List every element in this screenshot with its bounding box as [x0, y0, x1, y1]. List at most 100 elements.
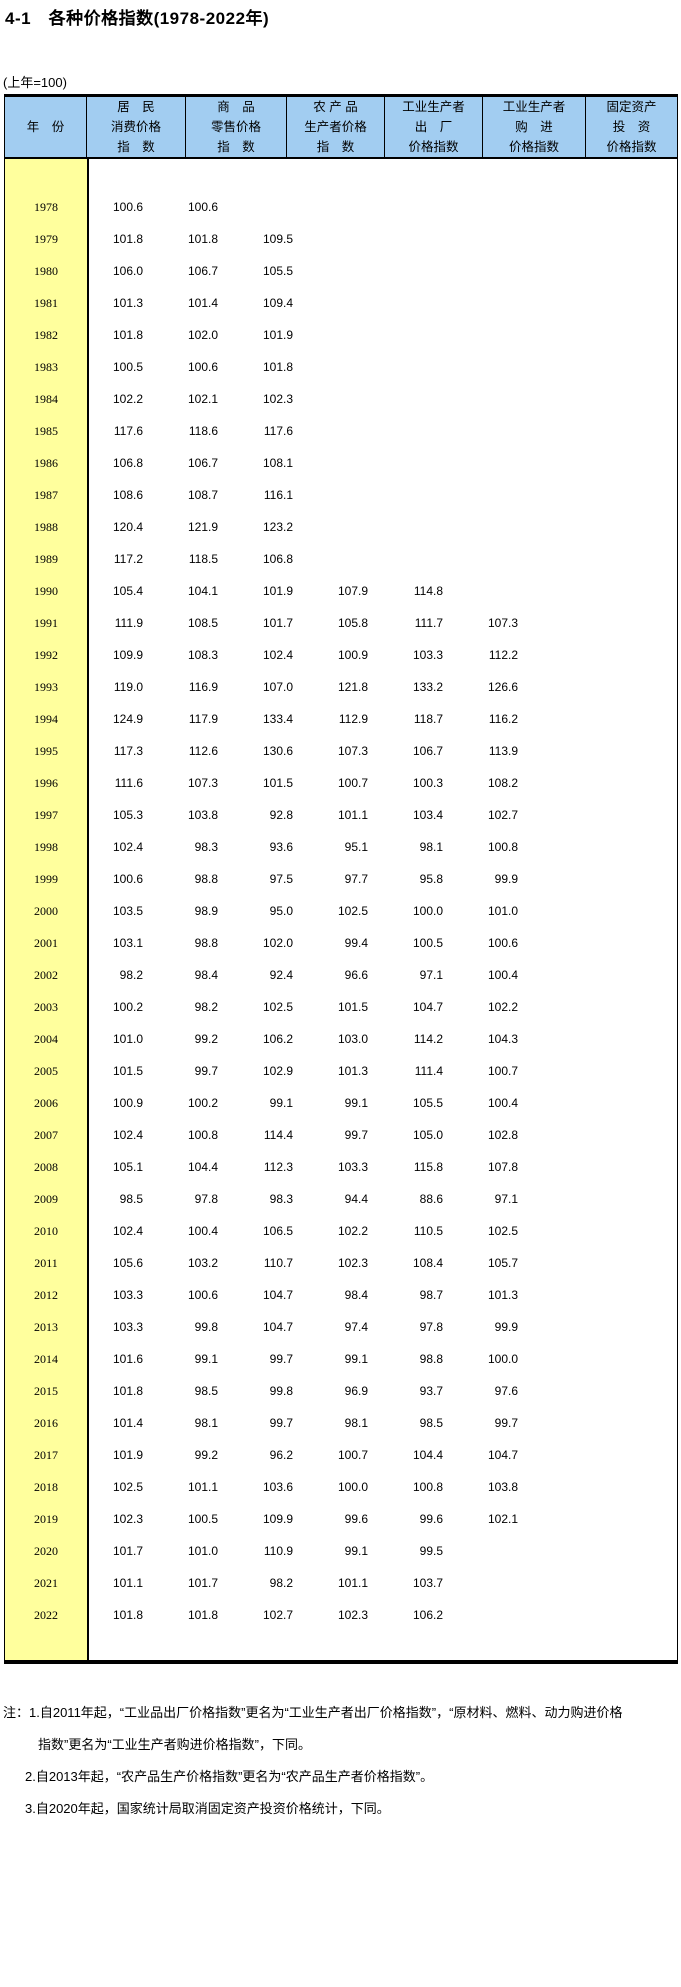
value-cell: 101.0	[112, 1032, 143, 1046]
value-cell: 99.6	[344, 1512, 368, 1526]
value-cell: 98.4	[344, 1288, 368, 1302]
value-cell: 106.2	[412, 1608, 443, 1622]
value-cell	[443, 447, 518, 479]
header-line: 指 数	[117, 140, 155, 154]
year-cell: 2002	[5, 959, 89, 991]
table-row: 1991 111.9 108.5 101.7 105.8 111.7 107.3	[5, 607, 677, 639]
table-row: 1996 111.6 107.3 101.5 100.7 100.3 108.2	[5, 767, 677, 799]
year-cell: 1987	[5, 479, 89, 511]
value-cell: 104.4	[187, 1160, 218, 1174]
value-cell: 103.8	[187, 808, 218, 822]
table-row: 2018 102.5 101.1 103.6 100.0 100.8 103.8	[5, 1471, 677, 1503]
header-line: 指 数	[316, 140, 355, 154]
table-row: 1980 106.0 106.7 105.5	[5, 255, 677, 287]
table-row: 1985 117.6 118.6 117.6	[5, 415, 677, 447]
value-cell	[293, 223, 368, 255]
value-cell: 108.6	[112, 488, 143, 502]
value-cell	[143, 1631, 218, 1660]
year-cell: 2003	[5, 991, 89, 1023]
value-cell: 100.5	[187, 1512, 218, 1526]
value-cell	[443, 351, 518, 383]
value-cell: 99.7	[269, 1352, 293, 1366]
year-cell: 1979	[5, 223, 89, 255]
value-cell: 100.0	[337, 1480, 368, 1494]
header-line: 价格指数	[508, 140, 559, 154]
year-cell: 2004	[5, 1023, 89, 1055]
value-cell: 120.4	[112, 520, 143, 534]
value-cell: 99.1	[344, 1352, 368, 1366]
footnote-line: 3.自2020年起，国家统计局取消固定资产投资价格统计，下同。	[25, 1801, 390, 1816]
value-cell	[443, 383, 518, 415]
value-cell: 98.1	[344, 1416, 368, 1430]
table-row: 2003 100.2 98.2 102.5 101.5 104.7 102.2	[5, 991, 677, 1023]
value-cell	[443, 191, 518, 223]
value-cell: 101.8	[262, 360, 293, 374]
value-cell: 102.2	[112, 392, 143, 406]
header-line: 居 民	[117, 100, 155, 114]
header-column: 商 品零售价格指 数	[186, 97, 287, 157]
value-cell: 98.4	[194, 968, 218, 982]
value-cell: 103.1	[112, 936, 143, 950]
value-cell	[368, 415, 443, 447]
value-cell	[293, 511, 368, 543]
value-cell: 109.9	[262, 1512, 293, 1526]
value-cell: 103.3	[337, 1160, 368, 1174]
value-cell	[443, 575, 518, 607]
year-cell: 2018	[5, 1471, 89, 1503]
value-cell: 117.6	[263, 424, 293, 438]
value-cell: 108.7	[187, 488, 218, 502]
value-cell: 96.2	[269, 1448, 293, 1462]
table-row: 1997 105.3 103.8 92.8 101.1 103.4 102.7	[5, 799, 677, 831]
table-row-spacer	[5, 159, 677, 191]
value-cell: 102.2	[487, 1000, 518, 1014]
value-cell: 99.1	[194, 1352, 218, 1366]
year-cell: 1999	[5, 863, 89, 895]
value-cell: 101.1	[337, 1576, 368, 1590]
value-cell: 112.9	[338, 712, 368, 726]
value-cell: 101.5	[337, 1000, 368, 1014]
value-cell: 100.2	[112, 1000, 143, 1014]
value-cell: 111.4	[414, 1064, 443, 1078]
year-cell: 2008	[5, 1151, 89, 1183]
value-cell: 105.6	[112, 1256, 143, 1270]
value-cell: 116.1	[263, 488, 293, 502]
value-cell: 95.1	[344, 840, 368, 854]
value-cell: 99.1	[344, 1544, 368, 1558]
value-cell	[368, 479, 443, 511]
value-cell: 103.2	[187, 1256, 218, 1270]
header-line: 商 品	[217, 100, 255, 114]
value-cell: 100.6	[112, 872, 143, 886]
value-cell	[89, 1631, 143, 1660]
year-cell: 1982	[5, 319, 89, 351]
header-line: 消费价格	[110, 120, 161, 134]
value-cell	[368, 543, 443, 575]
value-cell: 98.5	[419, 1416, 443, 1430]
value-cell: 100.0	[487, 1352, 518, 1366]
table-row: 2012 103.3 100.6 104.7 98.4 98.7 101.3	[5, 1279, 677, 1311]
value-cell: 100.9	[337, 648, 368, 662]
table-row: 2022 101.8 101.8 102.7 102.3 106.2	[5, 1599, 677, 1631]
value-cell: 108.2	[487, 776, 518, 790]
value-cell: 100.4	[487, 1096, 518, 1110]
value-cell: 117.2	[113, 552, 143, 566]
value-cell: 107.0	[262, 680, 293, 694]
value-cell: 102.8	[487, 1128, 518, 1142]
value-cell: 98.3	[194, 840, 218, 854]
value-cell: 101.6	[112, 1352, 143, 1366]
value-cell: 99.4	[344, 936, 368, 950]
value-cell: 106.8	[112, 456, 143, 470]
value-cell: 116.9	[188, 680, 218, 694]
value-cell: 99.9	[494, 1320, 518, 1334]
year-cell: 2014	[5, 1343, 89, 1375]
header-column: 居 民消费价格指 数	[87, 97, 186, 157]
value-cell	[89, 159, 143, 191]
year-cell: 1981	[5, 287, 89, 319]
header-line: 年 份	[26, 120, 65, 134]
value-cell: 118.6	[188, 424, 218, 438]
value-cell: 112.3	[263, 1160, 293, 1174]
value-cell: 102.7	[262, 1608, 293, 1622]
value-cell: 102.0	[187, 328, 218, 342]
value-cell: 108.5	[187, 616, 218, 630]
table-row: 2017 101.9 99.2 96.2 100.7 104.4 104.7	[5, 1439, 677, 1471]
value-cell: 105.3	[112, 808, 143, 822]
